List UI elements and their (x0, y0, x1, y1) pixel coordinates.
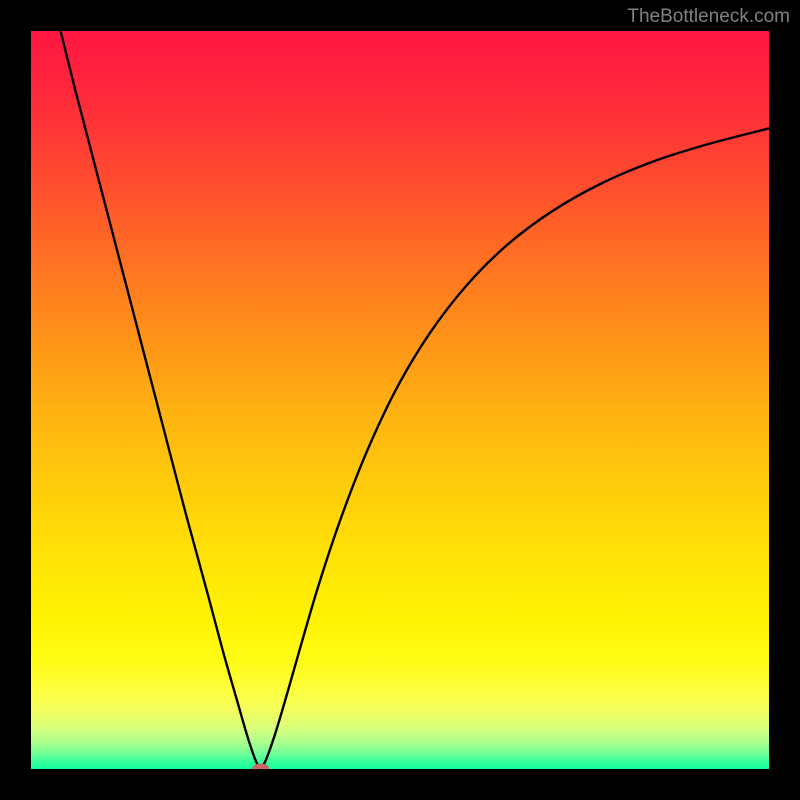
watermark-text: TheBottleneck.com (627, 6, 790, 28)
curve-right-branch (262, 128, 769, 767)
optimal-point-marker (252, 763, 270, 769)
chart-frame (0, 0, 800, 800)
bottleneck-curve (31, 31, 769, 769)
curve-left-branch (61, 31, 260, 768)
plot-area (31, 31, 769, 769)
